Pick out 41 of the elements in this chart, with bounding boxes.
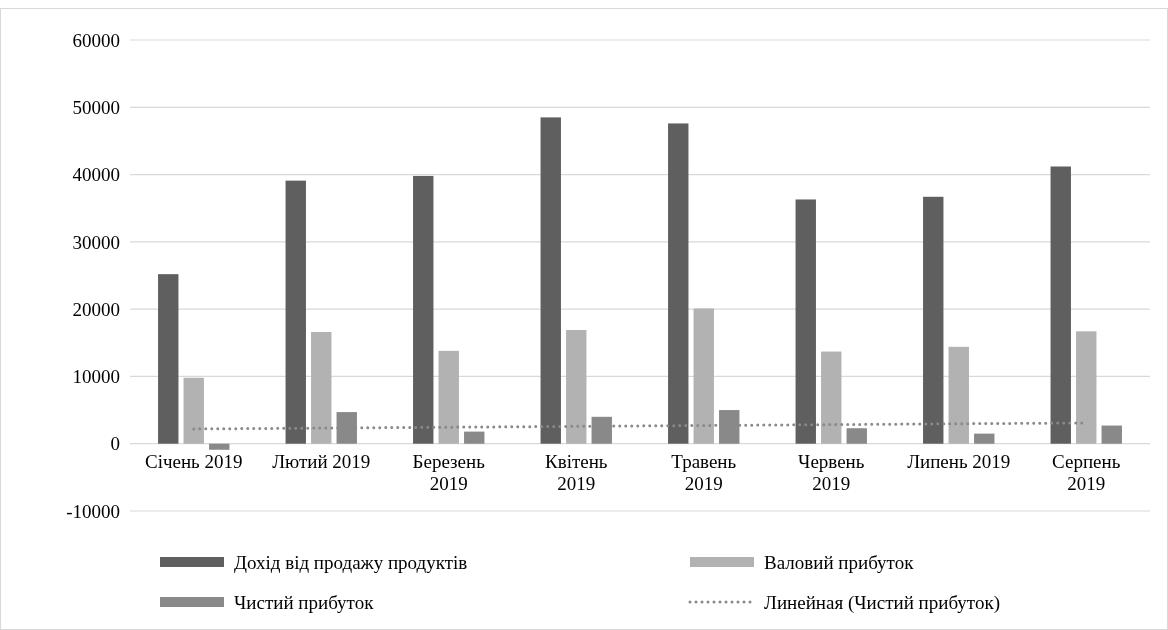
bar [948, 346, 969, 444]
bar [795, 199, 816, 444]
legend-label: Валовий прибуток [764, 551, 915, 573]
x-tick-label: Січень 2019 [144, 450, 243, 472]
bar [1076, 331, 1097, 444]
x-tick-label: Березень 2019 [412, 450, 486, 494]
y-tick-label: 20000 [72, 298, 120, 320]
bar [1101, 425, 1122, 444]
x-tick-label: Липень 2019 [907, 450, 1011, 472]
bar [311, 332, 332, 444]
legend-label: Чистий прибуток [234, 591, 375, 613]
bar [923, 196, 944, 444]
bar [438, 350, 459, 444]
bar [668, 123, 689, 444]
bar [464, 431, 485, 444]
x-tick-label: Червень 2019 [798, 450, 865, 494]
y-tick-label: 10000 [72, 366, 120, 388]
x-tick-label: Серпень 2019 [1052, 450, 1121, 494]
bar [540, 117, 561, 444]
x-tick-label: Лютий 2019 [272, 450, 371, 472]
y-tick-label: 0 [110, 433, 120, 455]
x-tick-label: Квітень 2019 [545, 450, 608, 494]
y-tick-label: 30000 [72, 231, 120, 253]
legend-label: Линейная (Чистий прибуток) [764, 591, 1000, 614]
bar [413, 175, 434, 444]
y-tick-label: 40000 [72, 164, 120, 186]
y-tick-label: -10000 [66, 500, 120, 522]
x-tick-label: Травень 2019 [671, 450, 737, 494]
y-tick-label: 60000 [72, 29, 120, 51]
bar [183, 377, 204, 444]
bar [693, 308, 714, 444]
bar [285, 180, 306, 444]
bar [158, 274, 179, 444]
bar [974, 433, 995, 444]
y-tick-label: 50000 [72, 96, 120, 118]
bar [209, 443, 230, 450]
bar [566, 330, 587, 444]
bar [821, 351, 842, 444]
bar [846, 428, 867, 444]
bar [1050, 166, 1071, 444]
legend-label: Дохід від продажу продуктів [234, 551, 468, 573]
